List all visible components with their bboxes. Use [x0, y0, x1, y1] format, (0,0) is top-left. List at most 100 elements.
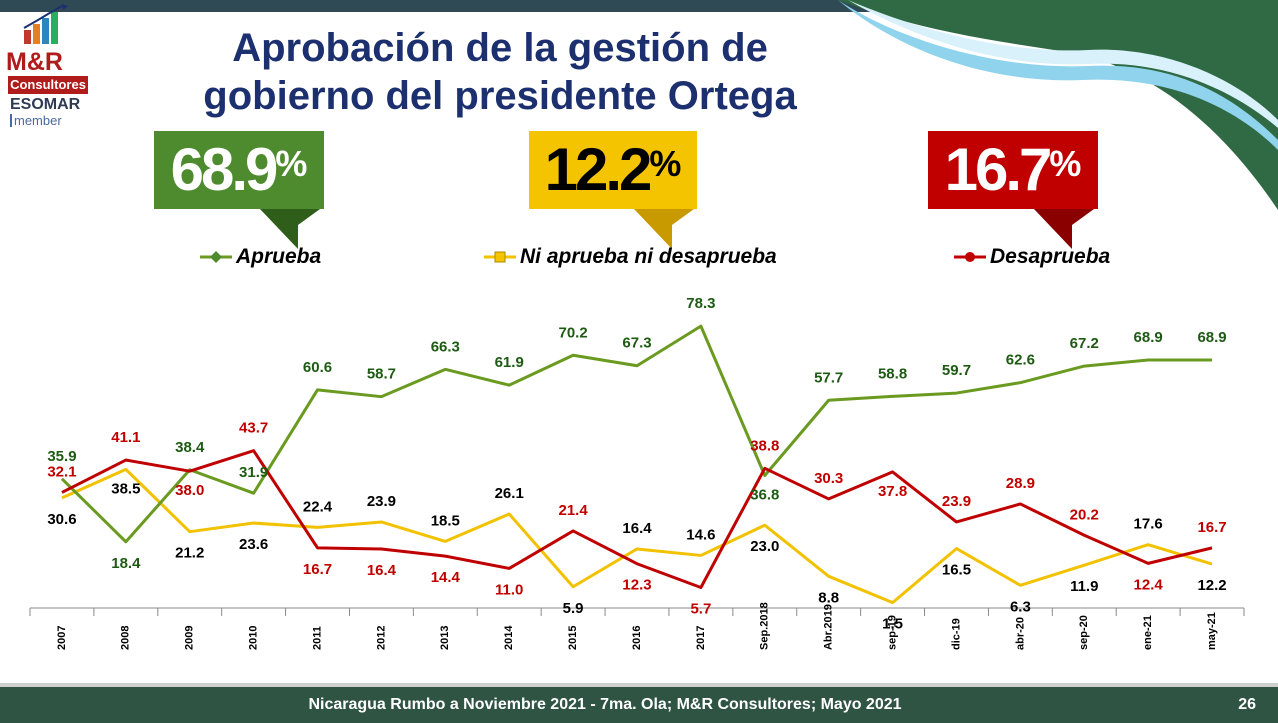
x-tick-label: 2015 — [567, 626, 579, 650]
x-tick-label: 2014 — [503, 625, 515, 650]
x-tick-label: 2013 — [439, 626, 451, 650]
data-label: 30.3 — [814, 470, 843, 487]
data-label: 43.7 — [239, 420, 268, 437]
data-label: 58.7 — [367, 366, 396, 383]
approve-badge-percent: % — [275, 143, 308, 184]
logo-subtitle: Consultores — [8, 76, 88, 94]
series-line-desaprueba — [61, 449, 1213, 589]
line-chart: 2007 2008 2009 2010 2011 2012 2013 2014 2015 2016… — [29, 295, 1245, 650]
page-number: 26 — [1238, 696, 1256, 713]
logo-chart-icon — [23, 4, 68, 44]
title-line-2: gobierno del presidente Ortega — [203, 74, 797, 118]
data-label: 12.4 — [1134, 576, 1164, 593]
data-label: 22.4 — [303, 498, 333, 515]
x-tick-label: 2012 — [375, 626, 387, 650]
x-tick-label: 2007 — [56, 626, 68, 650]
data-label: 35.9 — [47, 448, 76, 465]
data-label: 5.9 — [563, 600, 584, 617]
approve-badge-value: 68.9 — [170, 136, 279, 203]
approve-badge-tail — [260, 209, 320, 249]
data-label: 20.2 — [1070, 506, 1099, 523]
neutral-badge: 12.2% — [529, 131, 697, 209]
x-tick-label: dic-19 — [950, 618, 962, 650]
logo-brand: M&R — [6, 48, 63, 76]
diamond-marker-icon — [200, 251, 232, 264]
data-label: 36.8 — [750, 487, 779, 504]
data-label: 37.8 — [878, 483, 907, 500]
company-logo: M&R Consultores ESOMAR member — [4, 4, 94, 130]
data-label: 23.9 — [367, 493, 396, 510]
data-label: 23.9 — [942, 493, 971, 510]
data-label: 26.1 — [495, 485, 524, 502]
data-label: 30.6 — [47, 511, 76, 528]
neutral-badge-percent: % — [649, 143, 682, 184]
data-label: 28.9 — [1006, 475, 1035, 492]
data-label: 23.6 — [239, 536, 268, 553]
data-label: 67.2 — [1070, 335, 1099, 352]
series-line-aprueba — [60, 324, 1213, 544]
legend-label-neutral: Ni aprueba ni desaprueba — [520, 245, 777, 268]
x-tick-label: Sep.2018 — [759, 602, 771, 650]
data-label: 61.9 — [495, 354, 524, 371]
disapprove-badge-tail — [1034, 209, 1094, 249]
x-tick-label: sep-20 — [1078, 615, 1090, 650]
disapprove-badge-percent: % — [1049, 143, 1082, 184]
data-label: 38.8 — [750, 437, 779, 454]
data-label: 70.2 — [559, 324, 588, 341]
data-label: 16.4 — [622, 520, 652, 537]
x-tick-label: 2008 — [120, 626, 132, 650]
data-label: 17.6 — [1134, 516, 1163, 533]
data-label: 23.0 — [750, 538, 779, 555]
logo-member: member — [10, 114, 62, 127]
square-marker-icon — [484, 251, 516, 263]
data-label: 68.9 — [1134, 329, 1163, 346]
data-label: 21.2 — [175, 545, 204, 562]
x-tick-label: 2011 — [311, 626, 323, 650]
data-label: 16.5 — [942, 562, 971, 579]
data-label: 16.7 — [1197, 519, 1226, 536]
data-label: 60.6 — [303, 359, 332, 376]
disapprove-badge: 16.7% — [928, 131, 1098, 209]
data-label: 11.0 — [495, 581, 523, 598]
data-label: 18.5 — [431, 512, 460, 529]
data-label: 14.6 — [686, 526, 715, 543]
legend-label-desaprueba: Desaprueba — [990, 245, 1111, 268]
series-line-neutral — [61, 467, 1213, 605]
x-tick-label: 2010 — [248, 626, 260, 650]
logo-association: ESOMAR — [10, 96, 81, 113]
data-label: 6.3 — [1010, 598, 1031, 615]
data-label: 32.1 — [47, 463, 76, 480]
data-label: 38.4 — [175, 439, 205, 456]
x-tick-label: sep-19 — [886, 615, 898, 650]
data-label: 21.4 — [559, 502, 589, 519]
data-label: 67.3 — [622, 335, 651, 352]
data-label: 58.8 — [878, 365, 907, 382]
footer-source: Nicaragua Rumbo a Noviembre 2021 - 7ma. … — [308, 696, 902, 713]
data-label: 8.8 — [818, 589, 839, 606]
legend-item-neutral: Ni aprueba ni desaprueba — [484, 244, 777, 270]
data-label: 68.9 — [1197, 329, 1226, 346]
corner-decoration — [838, 0, 1278, 210]
data-label: 78.3 — [686, 295, 715, 312]
data-label: 62.6 — [1006, 352, 1035, 369]
data-label: 12.2 — [1197, 577, 1226, 594]
x-tick-label: 2017 — [695, 626, 707, 650]
data-label: 38.0 — [175, 482, 204, 499]
footer-bar: Nicaragua Rumbo a Noviembre 2021 - 7ma. … — [0, 683, 1278, 723]
legend-item-aprueba: Aprueba — [200, 244, 321, 270]
x-tick-label: ene-21 — [1142, 615, 1154, 650]
x-tick-label: may-21 — [1206, 612, 1218, 650]
data-label: 18.4 — [111, 555, 141, 572]
data-label: 41.1 — [111, 429, 140, 446]
data-label: 59.7 — [942, 362, 971, 379]
data-label: 14.4 — [431, 569, 461, 586]
title-line-1: Aprobación de la gestión de — [232, 26, 768, 70]
data-label: 16.4 — [367, 562, 397, 579]
x-tick-label: 2009 — [184, 626, 196, 650]
neutral-badge-value: 12.2 — [544, 136, 653, 203]
data-label: 31.9 — [239, 464, 268, 481]
data-label: 1.5 — [882, 616, 903, 633]
disapprove-badge-value: 16.7 — [944, 136, 1053, 203]
legend-label-aprueba: Aprueba — [236, 245, 322, 268]
circle-marker-icon — [954, 252, 986, 263]
